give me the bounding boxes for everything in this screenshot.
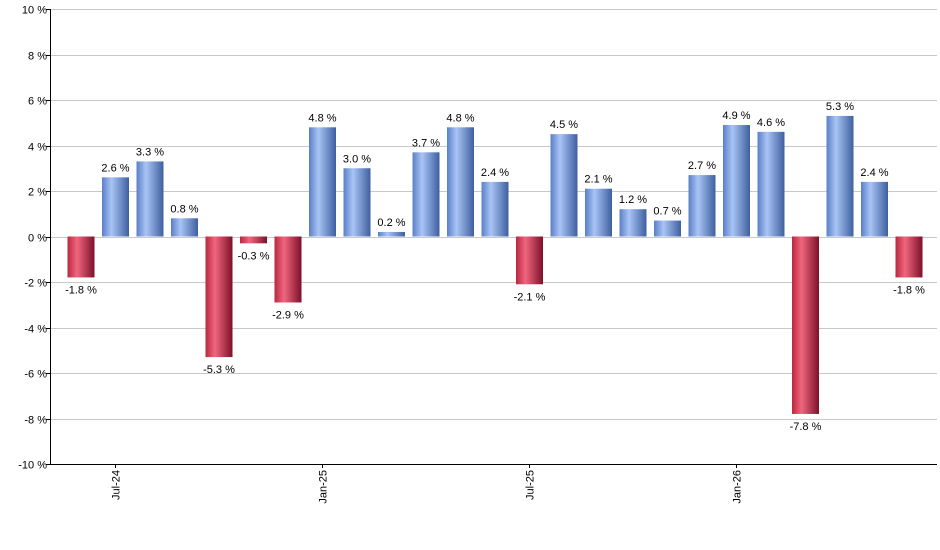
bar-positive (654, 220, 681, 237)
bar-data-label: 2.1 % (584, 174, 612, 186)
bar-data-label: -2.9 % (272, 309, 304, 321)
y-tick-label: 10 % (22, 5, 47, 17)
bar-data-label: 4.9 % (722, 110, 750, 122)
bar-positive (447, 127, 474, 237)
y-tick-label: 8 % (28, 51, 47, 63)
bar-data-label: 4.6 % (757, 117, 785, 129)
y-tick-label: -2 % (24, 278, 47, 290)
bar-data-label: 3.3 % (136, 146, 164, 158)
bar-data-label: 2.4 % (481, 167, 509, 179)
bar-data-label: 4.5 % (550, 119, 578, 131)
bar-data-label: 2.4 % (860, 167, 888, 179)
bar-positive (688, 175, 716, 237)
bar-data-label: 0.2 % (377, 217, 405, 229)
bar-negative (895, 236, 923, 278)
bar-data-label: 2.7 % (688, 160, 716, 172)
y-tick-label: -10 % (18, 460, 47, 472)
bar-positive (585, 188, 612, 237)
data-labels: -1.8 % 2.6 % 3.3 % 0.8 % -5.3 % -0.3 % -2.9 % 4… (65, 101, 925, 433)
y-tick-label: -6 % (24, 369, 47, 381)
bar-data-label: -0.3 % (238, 250, 270, 262)
bar-positive (826, 115, 854, 237)
bar-data-label: -7.8 % (790, 421, 822, 433)
bar-data-label: 3.7 % (412, 137, 440, 149)
x-tick-label: Jan-25 (318, 470, 330, 504)
bar-positive (412, 152, 440, 237)
y-axis-tick-labels: -10 % -8 % -6 % -4 % -2 % 0 % 2 % 4 % 6 % 8 % 10 % (18, 5, 50, 472)
x-tick-label: Jul-25 (525, 470, 537, 500)
x-axis-tick-labels: Jul-24 Jan-25 Jul-25 Jan-26 (111, 464, 744, 504)
y-tick-label: 0 % (28, 233, 47, 245)
bar-data-label: 4.8 % (446, 112, 474, 124)
bar-data-label: 0.7 % (653, 206, 681, 218)
x-tick-label: Jan-26 (732, 470, 744, 504)
bar-data-label: -5.3 % (203, 364, 235, 376)
bar-positive (481, 181, 509, 237)
y-tick-label: -8 % (24, 415, 47, 427)
y-tick-label: 4 % (28, 142, 47, 154)
grid-lines (50, 9, 937, 465)
bar-positive (343, 168, 371, 237)
bar-data-label: 3.0 % (343, 153, 371, 165)
bar-data-label: -1.8 % (893, 284, 925, 296)
bar-data-label: 1.2 % (619, 194, 647, 206)
axes (50, 9, 937, 465)
bar-data-label: 0.8 % (170, 203, 198, 215)
bar-positive (550, 134, 578, 237)
bar-positive (757, 131, 785, 237)
y-tick-label: 2 % (28, 187, 47, 199)
bar-data-label: 5.3 % (826, 101, 854, 113)
bar-positive (861, 181, 888, 237)
bar-data-label: -1.8 % (65, 284, 97, 296)
bar-negative (67, 236, 95, 278)
y-tick-label: -4 % (24, 324, 47, 336)
bar-positive (723, 125, 750, 237)
bar-negative (240, 236, 267, 244)
bar-negative (274, 236, 302, 303)
bar-positive (309, 127, 336, 237)
bar-negative (516, 236, 543, 285)
bar-positive (171, 218, 198, 237)
bar-positive (136, 161, 164, 237)
bars (67, 115, 923, 414)
bar-positive (619, 209, 647, 237)
x-tick-label: Jul-24 (111, 470, 123, 500)
bar-data-label: 4.8 % (308, 112, 336, 124)
y-tick-label: 6 % (28, 96, 47, 108)
bar-positive (378, 231, 405, 237)
bar-data-label: 2.6 % (101, 162, 129, 174)
bar-negative (792, 236, 819, 414)
bar-negative (205, 236, 233, 358)
bar-positive (102, 177, 129, 237)
bar-data-label: -2.1 % (514, 291, 546, 303)
